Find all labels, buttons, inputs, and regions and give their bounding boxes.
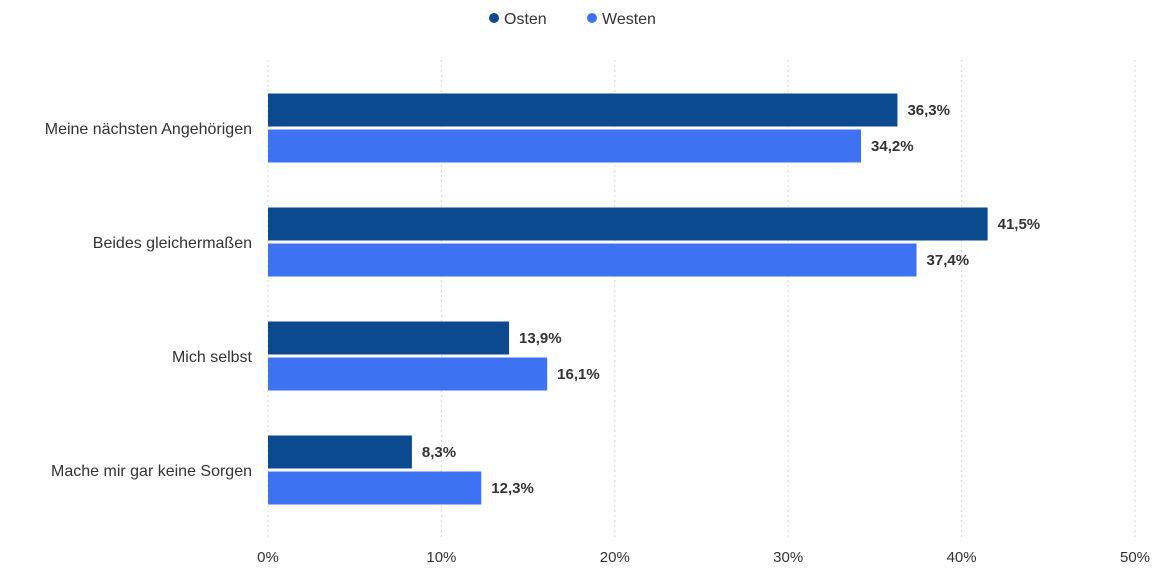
value-label: 12,3% [491, 480, 534, 497]
bar-osten [268, 93, 898, 127]
value-label: 13,9% [519, 330, 562, 347]
value-label: 8,3% [422, 444, 456, 461]
x-tick-label-10: 10% [426, 549, 456, 566]
value-label: 36,3% [907, 102, 950, 119]
bar-westen [268, 471, 482, 505]
legend-label-westen: Westen [602, 11, 656, 28]
bar-osten [268, 207, 988, 241]
legend-label-osten: Osten [504, 11, 547, 28]
category-label: Mich selbst [172, 349, 253, 366]
legend-marker-osten [489, 13, 499, 23]
x-tick-label-20: 20% [600, 549, 630, 566]
category-label: Mache mir gar keine Sorgen [51, 463, 252, 480]
bar-westen [268, 129, 862, 163]
value-label: 34,2% [871, 138, 914, 155]
value-label: 37,4% [927, 252, 970, 269]
x-tick-label-50: 50% [1120, 549, 1150, 566]
bar-osten [268, 435, 412, 469]
category-label: Beides gleichermaßen [93, 235, 252, 252]
x-tick-label-40: 40% [947, 549, 977, 566]
value-label: 41,5% [998, 216, 1041, 233]
bar-osten [268, 321, 510, 355]
x-tick-label-0: 0% [257, 549, 279, 566]
legend-marker-westen [587, 13, 597, 23]
category-label: Meine nächsten Angehörigen [45, 121, 252, 138]
bar-westen [268, 243, 917, 277]
value-label: 16,1% [557, 366, 600, 383]
x-tick-label-30: 30% [773, 549, 803, 566]
bar-westen [268, 357, 548, 391]
